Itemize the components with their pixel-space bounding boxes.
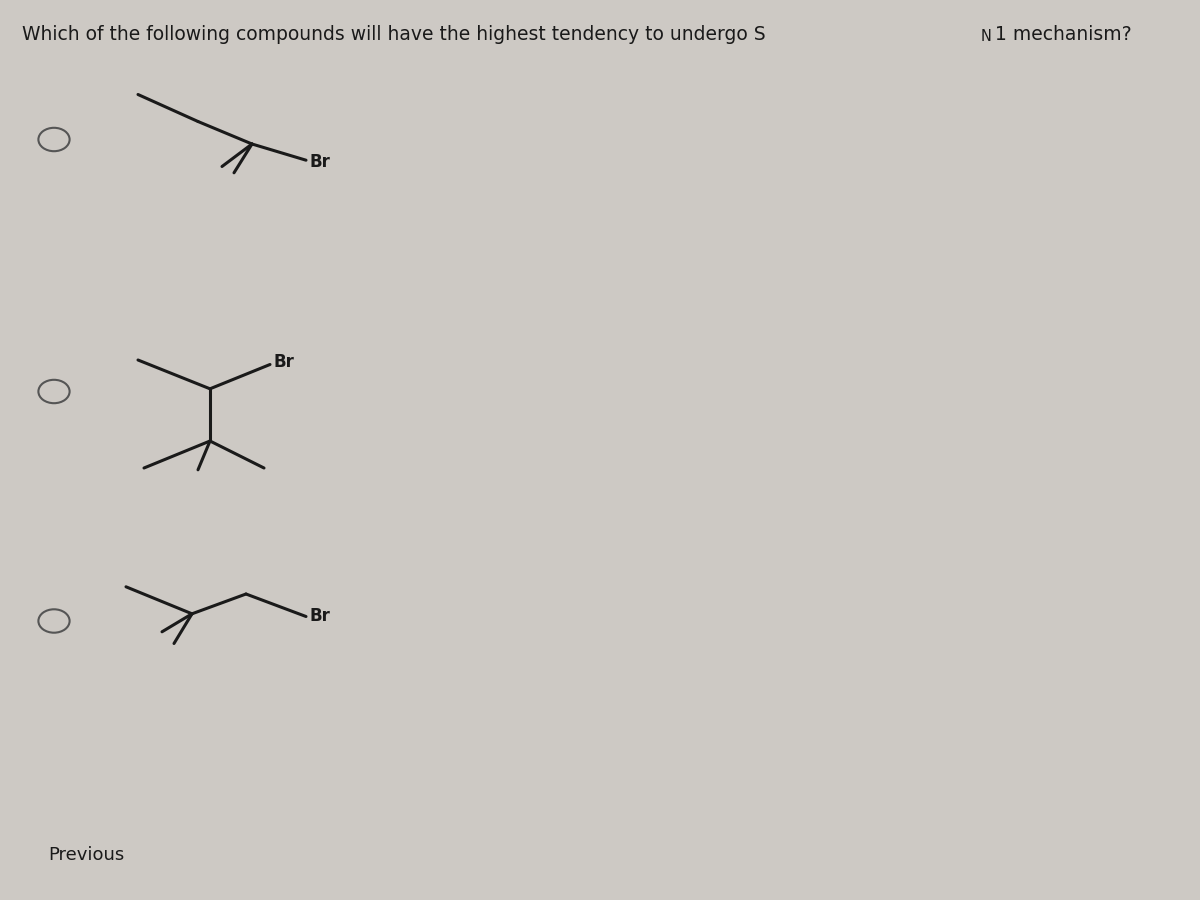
Text: Previous: Previous	[48, 846, 125, 864]
Text: Br: Br	[310, 153, 330, 171]
Text: N: N	[982, 29, 992, 44]
Text: Which of the following compounds will have the highest tendency to undergo S: Which of the following compounds will ha…	[22, 25, 766, 44]
Text: 1 mechanism?: 1 mechanism?	[995, 25, 1132, 44]
Text: Br: Br	[274, 353, 294, 371]
Text: Br: Br	[310, 607, 330, 625]
